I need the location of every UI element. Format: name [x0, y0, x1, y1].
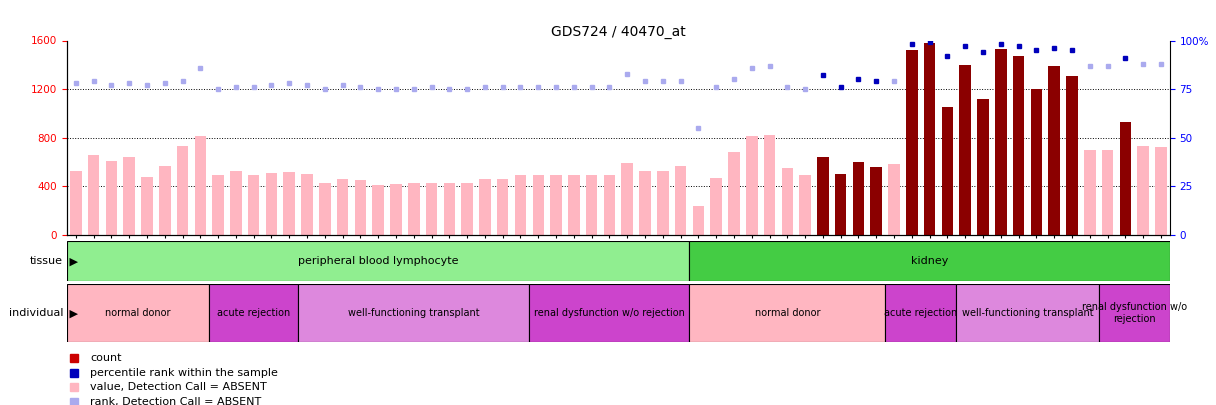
Bar: [764, 135, 776, 235]
Bar: [283, 172, 295, 235]
Bar: [533, 175, 544, 235]
Bar: [159, 166, 170, 235]
Bar: [1013, 56, 1024, 235]
Bar: [603, 175, 615, 235]
Bar: [248, 175, 259, 235]
Bar: [461, 183, 473, 235]
Bar: [319, 183, 331, 235]
Bar: [67, 241, 689, 281]
Bar: [209, 284, 298, 342]
Text: acute rejection: acute rejection: [884, 308, 957, 318]
Bar: [689, 241, 1170, 281]
Bar: [265, 173, 277, 235]
Bar: [959, 65, 972, 235]
Bar: [621, 163, 634, 235]
Bar: [568, 175, 580, 235]
Bar: [426, 183, 438, 235]
Text: rank, Detection Call = ABSENT: rank, Detection Call = ABSENT: [90, 397, 261, 405]
Bar: [195, 136, 206, 235]
Bar: [106, 161, 117, 235]
Text: ▶: ▶: [66, 256, 78, 266]
Bar: [689, 284, 885, 342]
Bar: [888, 164, 900, 235]
Bar: [1048, 66, 1060, 235]
Bar: [871, 167, 882, 235]
Text: renal dysfunction w/o rejection: renal dysfunction w/o rejection: [534, 308, 685, 318]
Text: count: count: [90, 353, 122, 363]
Bar: [978, 99, 989, 235]
Bar: [67, 284, 209, 342]
Bar: [728, 152, 739, 235]
Bar: [298, 284, 529, 342]
Bar: [657, 171, 669, 235]
Bar: [693, 206, 704, 235]
Text: renal dysfunction w/o
rejection: renal dysfunction w/o rejection: [1082, 303, 1187, 324]
Text: percentile rank within the sample: percentile rank within the sample: [90, 368, 278, 378]
Text: ▶: ▶: [66, 308, 78, 318]
Bar: [675, 166, 686, 235]
Bar: [835, 174, 846, 235]
Bar: [141, 177, 153, 235]
Text: value, Detection Call = ABSENT: value, Detection Call = ABSENT: [90, 382, 268, 392]
Bar: [1031, 89, 1042, 235]
Bar: [941, 107, 953, 235]
Text: well-functioning transplant: well-functioning transplant: [962, 308, 1093, 318]
Text: normal donor: normal donor: [755, 308, 820, 318]
Bar: [176, 146, 188, 235]
Bar: [852, 162, 865, 235]
Bar: [885, 284, 956, 342]
Bar: [88, 155, 100, 235]
Text: acute rejection: acute rejection: [216, 308, 291, 318]
Bar: [123, 157, 135, 235]
Bar: [230, 171, 242, 235]
Bar: [529, 284, 689, 342]
Bar: [799, 175, 811, 235]
Bar: [710, 178, 722, 235]
Bar: [1137, 146, 1149, 235]
Bar: [745, 136, 758, 235]
Bar: [1155, 147, 1166, 235]
Bar: [444, 183, 455, 235]
Text: peripheral blood lymphocyte: peripheral blood lymphocyte: [298, 256, 458, 266]
Bar: [1120, 122, 1131, 235]
Bar: [1102, 150, 1114, 235]
Bar: [409, 183, 420, 235]
Bar: [514, 175, 527, 235]
Bar: [551, 175, 562, 235]
Bar: [372, 185, 384, 235]
Bar: [995, 49, 1007, 235]
Bar: [1066, 76, 1077, 235]
Bar: [782, 168, 793, 235]
Bar: [479, 179, 491, 235]
Bar: [956, 284, 1098, 342]
Bar: [1083, 150, 1096, 235]
Text: tissue: tissue: [30, 256, 63, 266]
Bar: [640, 171, 651, 235]
Bar: [337, 179, 349, 235]
Bar: [497, 179, 508, 235]
Text: normal donor: normal donor: [106, 308, 170, 318]
Bar: [1098, 284, 1170, 342]
Bar: [71, 171, 81, 235]
Bar: [817, 157, 828, 235]
Bar: [302, 174, 313, 235]
Title: GDS724 / 40470_at: GDS724 / 40470_at: [551, 26, 686, 39]
Bar: [586, 175, 597, 235]
Text: individual: individual: [9, 308, 63, 318]
Bar: [390, 184, 401, 235]
Bar: [355, 180, 366, 235]
Text: kidney: kidney: [911, 256, 948, 266]
Bar: [906, 50, 918, 235]
Text: well-functioning transplant: well-functioning transplant: [348, 308, 479, 318]
Bar: [924, 43, 935, 235]
Bar: [213, 175, 224, 235]
